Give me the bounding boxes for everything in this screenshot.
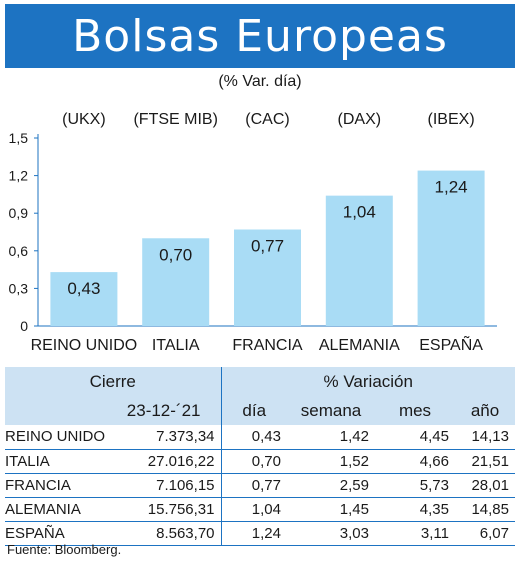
category-label: ALEMANIA — [319, 337, 400, 354]
row-cierre: 15.756,31 — [113, 497, 221, 522]
row-ano: 14,13 — [455, 425, 515, 450]
bar — [234, 229, 301, 326]
row-semana: 1,42 — [287, 425, 375, 450]
table-row: ESPAÑA 8.563,70 1,24 3,03 3,11 6,07 — [5, 521, 515, 546]
index-label: (UKX) — [62, 111, 106, 128]
row-dia: 0,70 — [220, 449, 287, 474]
index-label: (FTSE MIB) — [133, 111, 217, 128]
category-label: ITALIA — [152, 337, 200, 354]
source-note: Fuente: Bloomberg. — [7, 542, 122, 557]
row-dia: 1,04 — [220, 497, 287, 522]
y-tick-label: 0,9 — [9, 205, 29, 221]
category-label: REINO UNIDO — [31, 337, 138, 354]
row-semana: 3,03 — [287, 521, 375, 546]
bar — [142, 238, 210, 326]
row-name: FRANCIA — [5, 473, 113, 498]
y-tick-label: 1,5 — [9, 130, 29, 146]
row-dia: 0,43 — [220, 425, 287, 450]
index-label: (CAC) — [245, 111, 289, 128]
bar-value-label: 0,70 — [159, 245, 192, 264]
row-mes: 4,35 — [375, 497, 455, 522]
header-cierre: Cierre — [5, 367, 221, 397]
row-name: ESPAÑA — [5, 521, 113, 546]
index-label: (DAX) — [338, 111, 382, 128]
row-cierre: 7.373,34 — [113, 425, 221, 450]
row-name: ITALIA — [5, 449, 113, 474]
table-row: ALEMANIA 15.756,31 1,04 1,45 4,35 14,85 — [5, 497, 515, 522]
row-dia: 0,77 — [220, 473, 287, 498]
row-name: ALEMANIA — [5, 497, 113, 522]
row-cierre: 7.106,15 — [113, 473, 221, 498]
row-cierre: 8.563,70 — [113, 521, 221, 546]
y-tick-label: 1,2 — [9, 168, 29, 184]
row-semana: 2,59 — [287, 473, 375, 498]
y-tick-label: 0 — [20, 318, 28, 334]
title-banner: Bolsas Europeas — [5, 4, 515, 68]
category-label: ESPAÑA — [419, 334, 483, 354]
header-date: 23-12-´21 — [113, 397, 221, 425]
y-tick-label: 0,3 — [9, 280, 29, 296]
row-semana: 1,52 — [287, 449, 375, 474]
table-row: FRANCIA 7.106,15 0,77 2,59 5,73 28,01 — [5, 473, 515, 498]
chart-subtitle: (% Var. día) — [218, 73, 302, 90]
row-mes: 5,73 — [375, 473, 455, 498]
row-ano: 21,51 — [455, 449, 515, 474]
data-table: Cierre % Variación 23-12-´21 día semana … — [5, 367, 515, 546]
header-semana: semana — [287, 397, 375, 425]
row-mes: 4,45 — [375, 425, 455, 450]
row-mes: 3,11 — [375, 521, 455, 546]
header-variacion: % Variación — [220, 367, 515, 397]
row-dia: 1,24 — [220, 521, 287, 546]
table-row: REINO UNIDO 7.373,34 0,43 1,42 4,45 14,13 — [5, 425, 515, 450]
row-semana: 1,45 — [287, 497, 375, 522]
table-header-row-1: Cierre % Variación — [5, 367, 515, 397]
table-header-row-2: 23-12-´21 día semana mes año — [5, 397, 515, 425]
table-row: ITALIA 27.016,22 0,70 1,52 4,66 21,51 — [5, 449, 515, 474]
row-name: REINO UNIDO — [5, 425, 113, 450]
index-label: (IBEX) — [428, 111, 475, 128]
bar — [50, 272, 118, 326]
row-ano: 14,85 — [455, 497, 515, 522]
row-ano: 28,01 — [455, 473, 515, 498]
bar — [417, 170, 485, 326]
bar-value-label: 0,43 — [67, 279, 100, 298]
bar-value-label: 1,04 — [343, 203, 376, 222]
bar — [325, 195, 393, 326]
header-dia: día — [220, 397, 287, 425]
page-title: Bolsas Europeas — [72, 10, 448, 62]
row-ano: 6,07 — [455, 521, 515, 546]
y-tick-label: 0,6 — [9, 243, 29, 259]
row-mes: 4,66 — [375, 449, 455, 474]
header-ano: año — [455, 397, 515, 425]
bar-value-label: 1,24 — [435, 178, 468, 197]
header-mes: mes — [375, 397, 455, 425]
row-cierre: 27.016,22 — [113, 449, 221, 474]
category-label: FRANCIA — [232, 337, 303, 354]
bar-chart: 0 0,3 0,6 0,9 1,2 1,5 0,43 (UKX) REINO UNIDO 0,70… — [9, 111, 497, 354]
bar-value-label: 0,77 — [251, 236, 284, 255]
